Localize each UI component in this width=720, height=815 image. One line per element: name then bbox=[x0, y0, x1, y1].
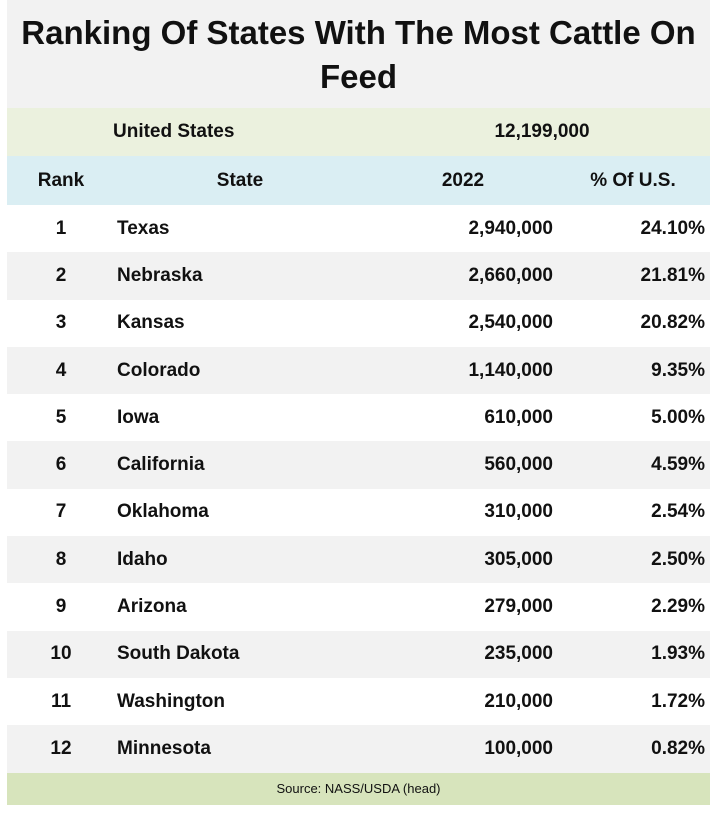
rank-cell: 5 bbox=[55, 406, 67, 428]
percent-cell: 1.93% bbox=[651, 643, 705, 665]
header-row: Rank State 2022 % Of U.S. bbox=[7, 156, 710, 205]
source-note: Source: NASS/USDA (head) bbox=[7, 772, 710, 805]
percent-cell: 9.35% bbox=[651, 359, 705, 381]
cattle-table: Ranking Of States With The Most Cattle O… bbox=[7, 0, 710, 805]
percent-cell: 20.82% bbox=[640, 312, 705, 334]
table-body: 1 Texas 2,940,000 24.10% 2 Nebraska 2,660,000 2… bbox=[7, 205, 710, 773]
value-cell: 610,000 bbox=[484, 406, 553, 428]
rank-cell: 10 bbox=[50, 643, 72, 665]
value-cell: 305,000 bbox=[484, 548, 553, 570]
table-row: 11 Washington 210,000 1.72% bbox=[7, 678, 710, 725]
table-title: Ranking Of States With The Most Cattle O… bbox=[7, 0, 710, 108]
rank-cell: 3 bbox=[55, 312, 67, 334]
rank-cell: 9 bbox=[55, 596, 67, 618]
state-cell: Nebraska bbox=[117, 264, 203, 286]
total-value: 12,199,000 bbox=[494, 121, 590, 142]
table-row: 5 Iowa 610,000 5.00% bbox=[7, 394, 710, 441]
table-row: 2 Nebraska 2,660,000 21.81% bbox=[7, 252, 710, 300]
state-cell: Minnesota bbox=[117, 737, 211, 759]
state-cell: Washington bbox=[117, 690, 225, 712]
state-cell: Iowa bbox=[117, 406, 160, 428]
total-label: United States bbox=[113, 121, 235, 142]
header-pct: % Of U.S. bbox=[590, 169, 676, 191]
rank-cell: 8 bbox=[55, 548, 67, 570]
state-cell: Colorado bbox=[117, 359, 201, 381]
value-cell: 210,000 bbox=[484, 690, 553, 712]
percent-cell: 4.59% bbox=[651, 454, 705, 476]
header-state: State bbox=[216, 169, 264, 191]
percent-cell: 2.54% bbox=[651, 501, 705, 523]
table-row: 6 California 560,000 4.59% bbox=[7, 441, 710, 489]
table-row: 4 Colorado 1,140,000 9.35% bbox=[7, 346, 710, 395]
rank-cell: 1 bbox=[55, 217, 67, 239]
state-cell: Arizona bbox=[117, 596, 187, 618]
table-row: 8 Idaho 305,000 2.50% bbox=[7, 536, 710, 584]
percent-cell: 1.72% bbox=[651, 690, 705, 712]
table-row: 7 Oklahoma 310,000 2.54% bbox=[7, 489, 710, 536]
value-cell: 235,000 bbox=[484, 643, 553, 665]
percent-cell: 2.50% bbox=[651, 548, 705, 570]
percent-cell: 2.29% bbox=[651, 596, 705, 618]
header-2022: 2022 bbox=[441, 169, 485, 191]
rank-cell: 7 bbox=[55, 501, 67, 523]
rank-cell: 6 bbox=[55, 454, 67, 476]
header-rank: Rank bbox=[37, 169, 85, 191]
state-cell: Texas bbox=[117, 217, 170, 239]
value-cell: 2,660,000 bbox=[468, 264, 553, 286]
percent-cell: 24.10% bbox=[640, 217, 705, 239]
state-cell: Kansas bbox=[117, 312, 185, 334]
value-cell: 2,940,000 bbox=[468, 217, 553, 239]
value-cell: 2,540,000 bbox=[468, 312, 553, 334]
rank-cell: 2 bbox=[55, 264, 67, 286]
state-cell: South Dakota bbox=[117, 643, 240, 665]
table-row: 3 Kansas 2,540,000 20.82% bbox=[7, 300, 710, 347]
rank-cell: 11 bbox=[50, 690, 72, 712]
percent-cell: 21.81% bbox=[640, 264, 705, 286]
rank-cell: 12 bbox=[50, 737, 72, 759]
value-cell: 560,000 bbox=[484, 454, 553, 476]
total-row: United States 12,199,000 bbox=[7, 108, 710, 156]
rank-cell: 4 bbox=[55, 359, 67, 381]
percent-cell: 0.82% bbox=[651, 737, 705, 759]
value-cell: 1,140,000 bbox=[468, 359, 553, 381]
table-row: 9 Arizona 279,000 2.29% bbox=[7, 583, 710, 630]
state-cell: Oklahoma bbox=[117, 501, 209, 523]
state-cell: Idaho bbox=[117, 548, 168, 570]
table-row: 12 Minnesota 100,000 0.82% bbox=[7, 725, 710, 773]
table-row: 10 South Dakota 235,000 1.93% bbox=[7, 630, 710, 678]
value-cell: 310,000 bbox=[484, 501, 553, 523]
percent-cell: 5.00% bbox=[651, 406, 705, 428]
state-cell: California bbox=[117, 454, 205, 476]
table-row: 1 Texas 2,940,000 24.10% bbox=[7, 205, 710, 252]
value-cell: 100,000 bbox=[484, 737, 553, 759]
value-cell: 279,000 bbox=[484, 596, 553, 618]
